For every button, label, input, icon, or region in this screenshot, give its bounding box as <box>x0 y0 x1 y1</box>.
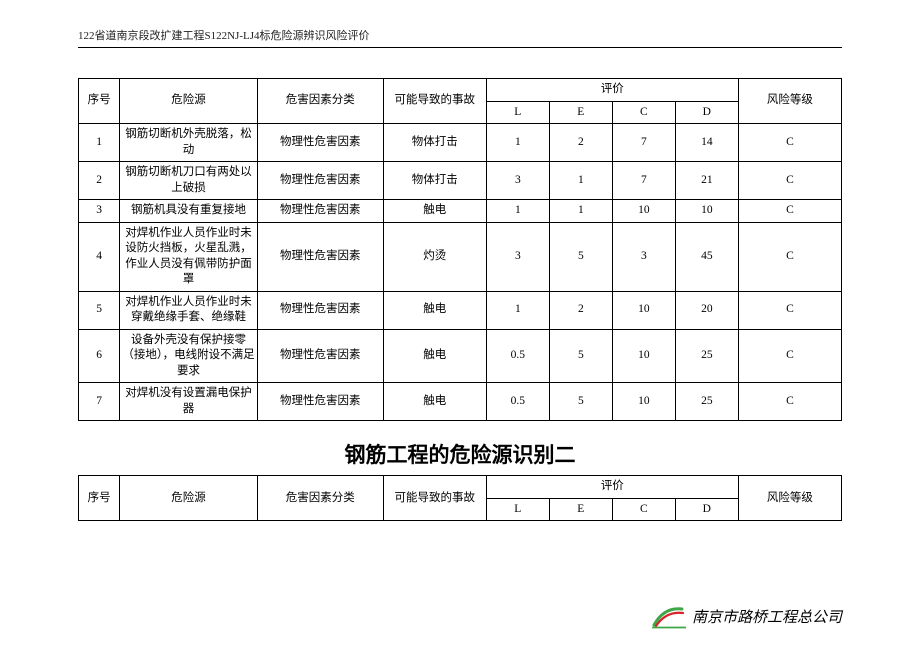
cell-category: 物理性危害因素 <box>257 222 383 291</box>
cell-C: 3 <box>612 222 675 291</box>
cell-source: 对焊机作业人员作业时未设防火挡板，火星乱溅，作业人员没有佩带防护面罩 <box>120 222 257 291</box>
cell-risk: C <box>738 291 841 329</box>
table-row: 6设备外壳没有保护接零（接地），电线附设不满足要求物理性危害因素触电0.5510… <box>79 329 842 383</box>
cell-L: 0.5 <box>486 329 549 383</box>
cell-risk: C <box>738 124 841 162</box>
cell-seq: 6 <box>79 329 120 383</box>
cell-source: 钢筋切断机外壳脱落，松动 <box>120 124 257 162</box>
cell-C: 10 <box>612 200 675 223</box>
cell-source: 设备外壳没有保护接零（接地），电线附设不满足要求 <box>120 329 257 383</box>
table-row: 4对焊机作业人员作业时未设防火挡板，火星乱溅，作业人员没有佩带防护面罩物理性危害… <box>79 222 842 291</box>
col-C: C <box>612 101 675 124</box>
col-seq: 序号 <box>79 79 120 124</box>
cell-L: 1 <box>486 200 549 223</box>
col-source: 危险源 <box>120 79 257 124</box>
col-eval-group: 评价 <box>486 476 738 499</box>
cell-E: 2 <box>549 291 612 329</box>
page-header: 122省道南京段改扩建工程S122NJ-LJ4标危险源辨识风险评价 <box>78 30 370 42</box>
cell-category: 物理性危害因素 <box>257 124 383 162</box>
col-seq: 序号 <box>79 476 120 521</box>
cell-E: 5 <box>549 329 612 383</box>
risk-table-1: 序号 危险源 危害因素分类 可能导致的事故 评价 风险等级 L E C D 1钢… <box>78 78 842 421</box>
col-D: D <box>675 498 738 521</box>
col-L: L <box>486 101 549 124</box>
cell-accident: 灼烫 <box>383 222 486 291</box>
cell-accident: 物体打击 <box>383 162 486 200</box>
cell-D: 10 <box>675 200 738 223</box>
cell-category: 物理性危害因素 <box>257 200 383 223</box>
cell-L: 3 <box>486 222 549 291</box>
cell-accident: 触电 <box>383 200 486 223</box>
cell-accident: 物体打击 <box>383 124 486 162</box>
cell-seq: 1 <box>79 124 120 162</box>
company-logo-icon <box>652 603 686 629</box>
cell-C: 7 <box>612 124 675 162</box>
table-row: 7对焊机没有设置漏电保护器物理性危害因素触电0.551025C <box>79 383 842 421</box>
col-accident: 可能导致的事故 <box>383 476 486 521</box>
cell-L: 1 <box>486 291 549 329</box>
col-risk: 风险等级 <box>738 79 841 124</box>
table-row: 5对焊机作业人员作业时未穿戴绝缘手套、绝缘鞋物理性危害因素触电121020C <box>79 291 842 329</box>
cell-seq: 5 <box>79 291 120 329</box>
col-E: E <box>549 101 612 124</box>
col-eval-group: 评价 <box>486 79 738 102</box>
col-category: 危害因素分类 <box>257 476 383 521</box>
cell-accident: 触电 <box>383 329 486 383</box>
cell-E: 2 <box>549 124 612 162</box>
cell-D: 45 <box>675 222 738 291</box>
cell-source: 对焊机作业人员作业时未穿戴绝缘手套、绝缘鞋 <box>120 291 257 329</box>
cell-D: 20 <box>675 291 738 329</box>
cell-risk: C <box>738 329 841 383</box>
cell-risk: C <box>738 383 841 421</box>
cell-D: 21 <box>675 162 738 200</box>
cell-C: 10 <box>612 329 675 383</box>
table-row: 2钢筋切断机刀口有两处以上破损物理性危害因素物体打击31721C <box>79 162 842 200</box>
cell-seq: 7 <box>79 383 120 421</box>
col-source: 危险源 <box>120 476 257 521</box>
cell-source: 钢筋切断机刀口有两处以上破损 <box>120 162 257 200</box>
col-D: D <box>675 101 738 124</box>
cell-category: 物理性危害因素 <box>257 383 383 421</box>
cell-E: 1 <box>549 162 612 200</box>
cell-L: 0.5 <box>486 383 549 421</box>
cell-accident: 触电 <box>383 383 486 421</box>
cell-C: 10 <box>612 383 675 421</box>
cell-C: 10 <box>612 291 675 329</box>
col-risk: 风险等级 <box>738 476 841 521</box>
cell-E: 1 <box>549 200 612 223</box>
risk-table-2: 序号 危险源 危害因素分类 可能导致的事故 评价 风险等级 L E C D <box>78 475 842 521</box>
cell-C: 7 <box>612 162 675 200</box>
table-row: 1钢筋切断机外壳脱落，松动物理性危害因素物体打击12714C <box>79 124 842 162</box>
footer-company: 南京市路桥工程总公司 <box>692 606 842 627</box>
cell-source: 对焊机没有设置漏电保护器 <box>120 383 257 421</box>
cell-L: 3 <box>486 162 549 200</box>
col-E: E <box>549 498 612 521</box>
cell-source: 钢筋机具没有重复接地 <box>120 200 257 223</box>
cell-risk: C <box>738 162 841 200</box>
cell-D: 25 <box>675 383 738 421</box>
cell-D: 14 <box>675 124 738 162</box>
cell-seq: 2 <box>79 162 120 200</box>
cell-category: 物理性危害因素 <box>257 162 383 200</box>
cell-D: 25 <box>675 329 738 383</box>
cell-seq: 4 <box>79 222 120 291</box>
cell-E: 5 <box>549 222 612 291</box>
col-L: L <box>486 498 549 521</box>
section-2-title: 钢筋工程的危险源识别二 <box>78 439 842 469</box>
col-accident: 可能导致的事故 <box>383 79 486 124</box>
col-category: 危害因素分类 <box>257 79 383 124</box>
table-row: 3钢筋机具没有重复接地物理性危害因素触电111010C <box>79 200 842 223</box>
cell-category: 物理性危害因素 <box>257 329 383 383</box>
cell-seq: 3 <box>79 200 120 223</box>
cell-E: 5 <box>549 383 612 421</box>
cell-category: 物理性危害因素 <box>257 291 383 329</box>
cell-risk: C <box>738 222 841 291</box>
footer: 南京市路桥工程总公司 <box>652 603 842 629</box>
cell-accident: 触电 <box>383 291 486 329</box>
cell-L: 1 <box>486 124 549 162</box>
cell-risk: C <box>738 200 841 223</box>
col-C: C <box>612 498 675 521</box>
